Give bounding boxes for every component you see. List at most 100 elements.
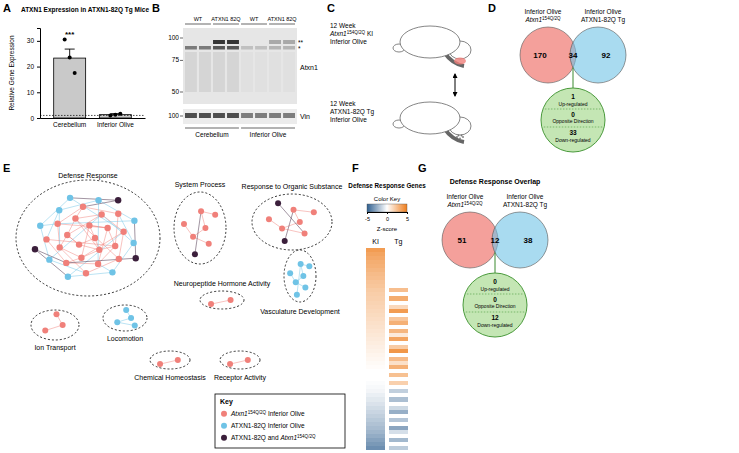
edge xyxy=(66,258,135,263)
text-run: 12 Week xyxy=(330,100,356,107)
loading-band xyxy=(185,113,197,118)
edge xyxy=(68,272,113,276)
cell xyxy=(366,353,385,357)
venn-count: 34 xyxy=(569,51,578,60)
cell xyxy=(366,305,385,309)
node xyxy=(132,323,138,329)
panel-letter: G xyxy=(418,162,427,174)
node xyxy=(63,260,69,266)
loading-band xyxy=(227,113,239,118)
text-run: 154Q/2Q xyxy=(347,30,366,35)
divider xyxy=(466,312,524,313)
panel-letter: A xyxy=(3,2,11,14)
node xyxy=(245,357,251,363)
node xyxy=(293,279,299,285)
band xyxy=(269,46,281,50)
cell xyxy=(366,361,385,365)
band xyxy=(269,40,281,44)
text-run: ATXN1-82Q Tg xyxy=(581,16,626,24)
group-label: ATXN1 82Q xyxy=(211,16,241,22)
cell xyxy=(366,292,385,296)
tick-label: 10 xyxy=(27,89,35,96)
cell xyxy=(366,402,385,406)
panel-letter: C xyxy=(327,2,335,14)
cluster-outline xyxy=(150,351,190,369)
figure: ABCDEFGATXN1 Expression in ATXN1-82Q Tg … xyxy=(0,0,739,453)
cell xyxy=(389,397,408,401)
axis-title: Relative Gene Expression xyxy=(8,35,16,111)
data-point xyxy=(73,71,77,75)
cell xyxy=(389,389,408,393)
edge xyxy=(278,203,304,233)
cell xyxy=(389,296,408,300)
cell xyxy=(366,272,385,276)
cell xyxy=(366,301,385,305)
cell xyxy=(366,381,385,385)
edge xyxy=(35,249,68,276)
cluster-label: Locomotion xyxy=(107,335,143,342)
direction-label: Down-regulated xyxy=(477,322,513,328)
direction-label: Up-regulated xyxy=(559,101,588,107)
tick-mark xyxy=(37,67,40,68)
cell xyxy=(366,377,385,381)
cell xyxy=(389,256,408,260)
panel-letter: B xyxy=(152,2,160,14)
cell xyxy=(389,248,408,252)
tick-mark xyxy=(37,41,40,42)
node xyxy=(37,223,43,229)
tick: 0 xyxy=(386,212,389,222)
cell xyxy=(366,365,385,369)
band xyxy=(227,46,239,50)
edge xyxy=(49,215,101,260)
cell xyxy=(366,341,385,345)
node xyxy=(300,273,306,279)
edge xyxy=(282,228,305,233)
panel-b: 1007550100***Atxn1VinCerebellumWTATXN1 8… xyxy=(168,16,318,138)
band xyxy=(283,46,295,50)
marker-label: 75 xyxy=(172,56,180,63)
divider xyxy=(544,127,602,128)
protein-label: Atxn1 xyxy=(300,64,318,71)
tick: 20 xyxy=(27,63,40,70)
panel-a: ATXN1 Expression in ATXN1-82Q Tg MiceRel… xyxy=(8,6,149,128)
cell xyxy=(366,446,385,450)
tick-mark xyxy=(387,212,388,214)
node xyxy=(198,208,204,214)
cell xyxy=(389,381,408,385)
band xyxy=(213,46,225,50)
cell xyxy=(366,438,385,442)
x-axis: CerebellumInferior Olive xyxy=(41,119,146,128)
cell xyxy=(389,313,408,317)
loading-band xyxy=(199,113,211,118)
text-run: Inferior Olive xyxy=(330,116,367,123)
edge xyxy=(118,214,133,243)
direction-count: 0 xyxy=(571,111,575,118)
band-smear xyxy=(283,52,295,92)
node xyxy=(98,211,104,217)
edge xyxy=(294,210,314,212)
cell xyxy=(389,337,408,341)
cell xyxy=(366,333,385,337)
cell xyxy=(389,321,408,325)
plot-area xyxy=(40,38,145,118)
cell xyxy=(366,349,385,353)
node xyxy=(67,195,73,201)
cell xyxy=(366,248,385,252)
marker-label: 100 xyxy=(168,34,179,41)
cluster-label: Response to Organic Substance xyxy=(242,183,343,191)
cell xyxy=(389,268,408,272)
band xyxy=(185,46,197,50)
cell xyxy=(389,434,408,438)
text-run: Atxn1 xyxy=(230,410,248,417)
band-smear xyxy=(199,52,211,92)
cell xyxy=(366,397,385,401)
cell xyxy=(366,317,385,321)
marker-tick xyxy=(180,38,183,39)
cell xyxy=(366,418,385,422)
cerebrum xyxy=(400,102,460,134)
node xyxy=(32,246,38,252)
direction-count: 0 xyxy=(493,296,497,303)
text-run: ATXN1-82Q Inferior Olive xyxy=(231,422,305,430)
edge xyxy=(134,221,135,258)
panel-c: 12 WeekAtxn1154Q/2Q KIInferior Olive12 W… xyxy=(329,22,471,142)
